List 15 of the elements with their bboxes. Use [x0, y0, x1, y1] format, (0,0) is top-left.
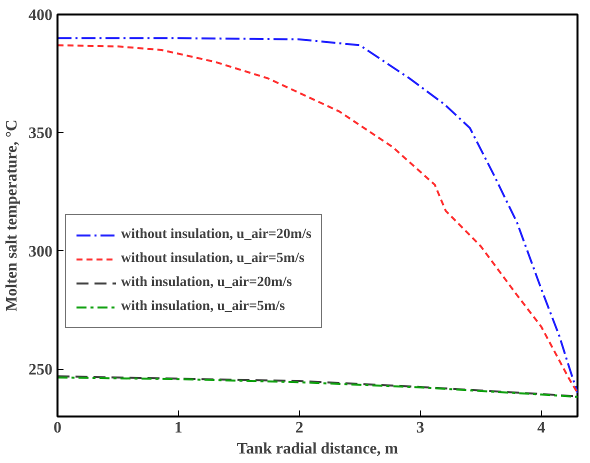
x-tick-label: 4: [537, 420, 546, 436]
legend-label: without insulation, u_air=20m/s: [121, 227, 312, 243]
y-axis-title: Molten salt temperature, °C: [4, 120, 20, 312]
y-tick-label: 350: [28, 125, 52, 142]
x-tick-label: 1: [174, 420, 182, 436]
legend-label: with insulation, u_air=5m/s: [121, 299, 285, 315]
legend-label: with insulation, u_air=20m/s: [121, 275, 292, 291]
x-tick-label: 3: [416, 420, 424, 436]
y-tick-label: 250: [28, 362, 52, 379]
legend-label: without insulation, u_air=5m/s: [121, 251, 304, 267]
x-axis-title: Tank radial distance, m: [236, 440, 399, 458]
y-tick-label: 300: [28, 243, 52, 260]
x-tick-label: 0: [54, 420, 62, 436]
y-tick-label: 400: [28, 7, 52, 24]
x-tick-label: 2: [295, 420, 304, 436]
